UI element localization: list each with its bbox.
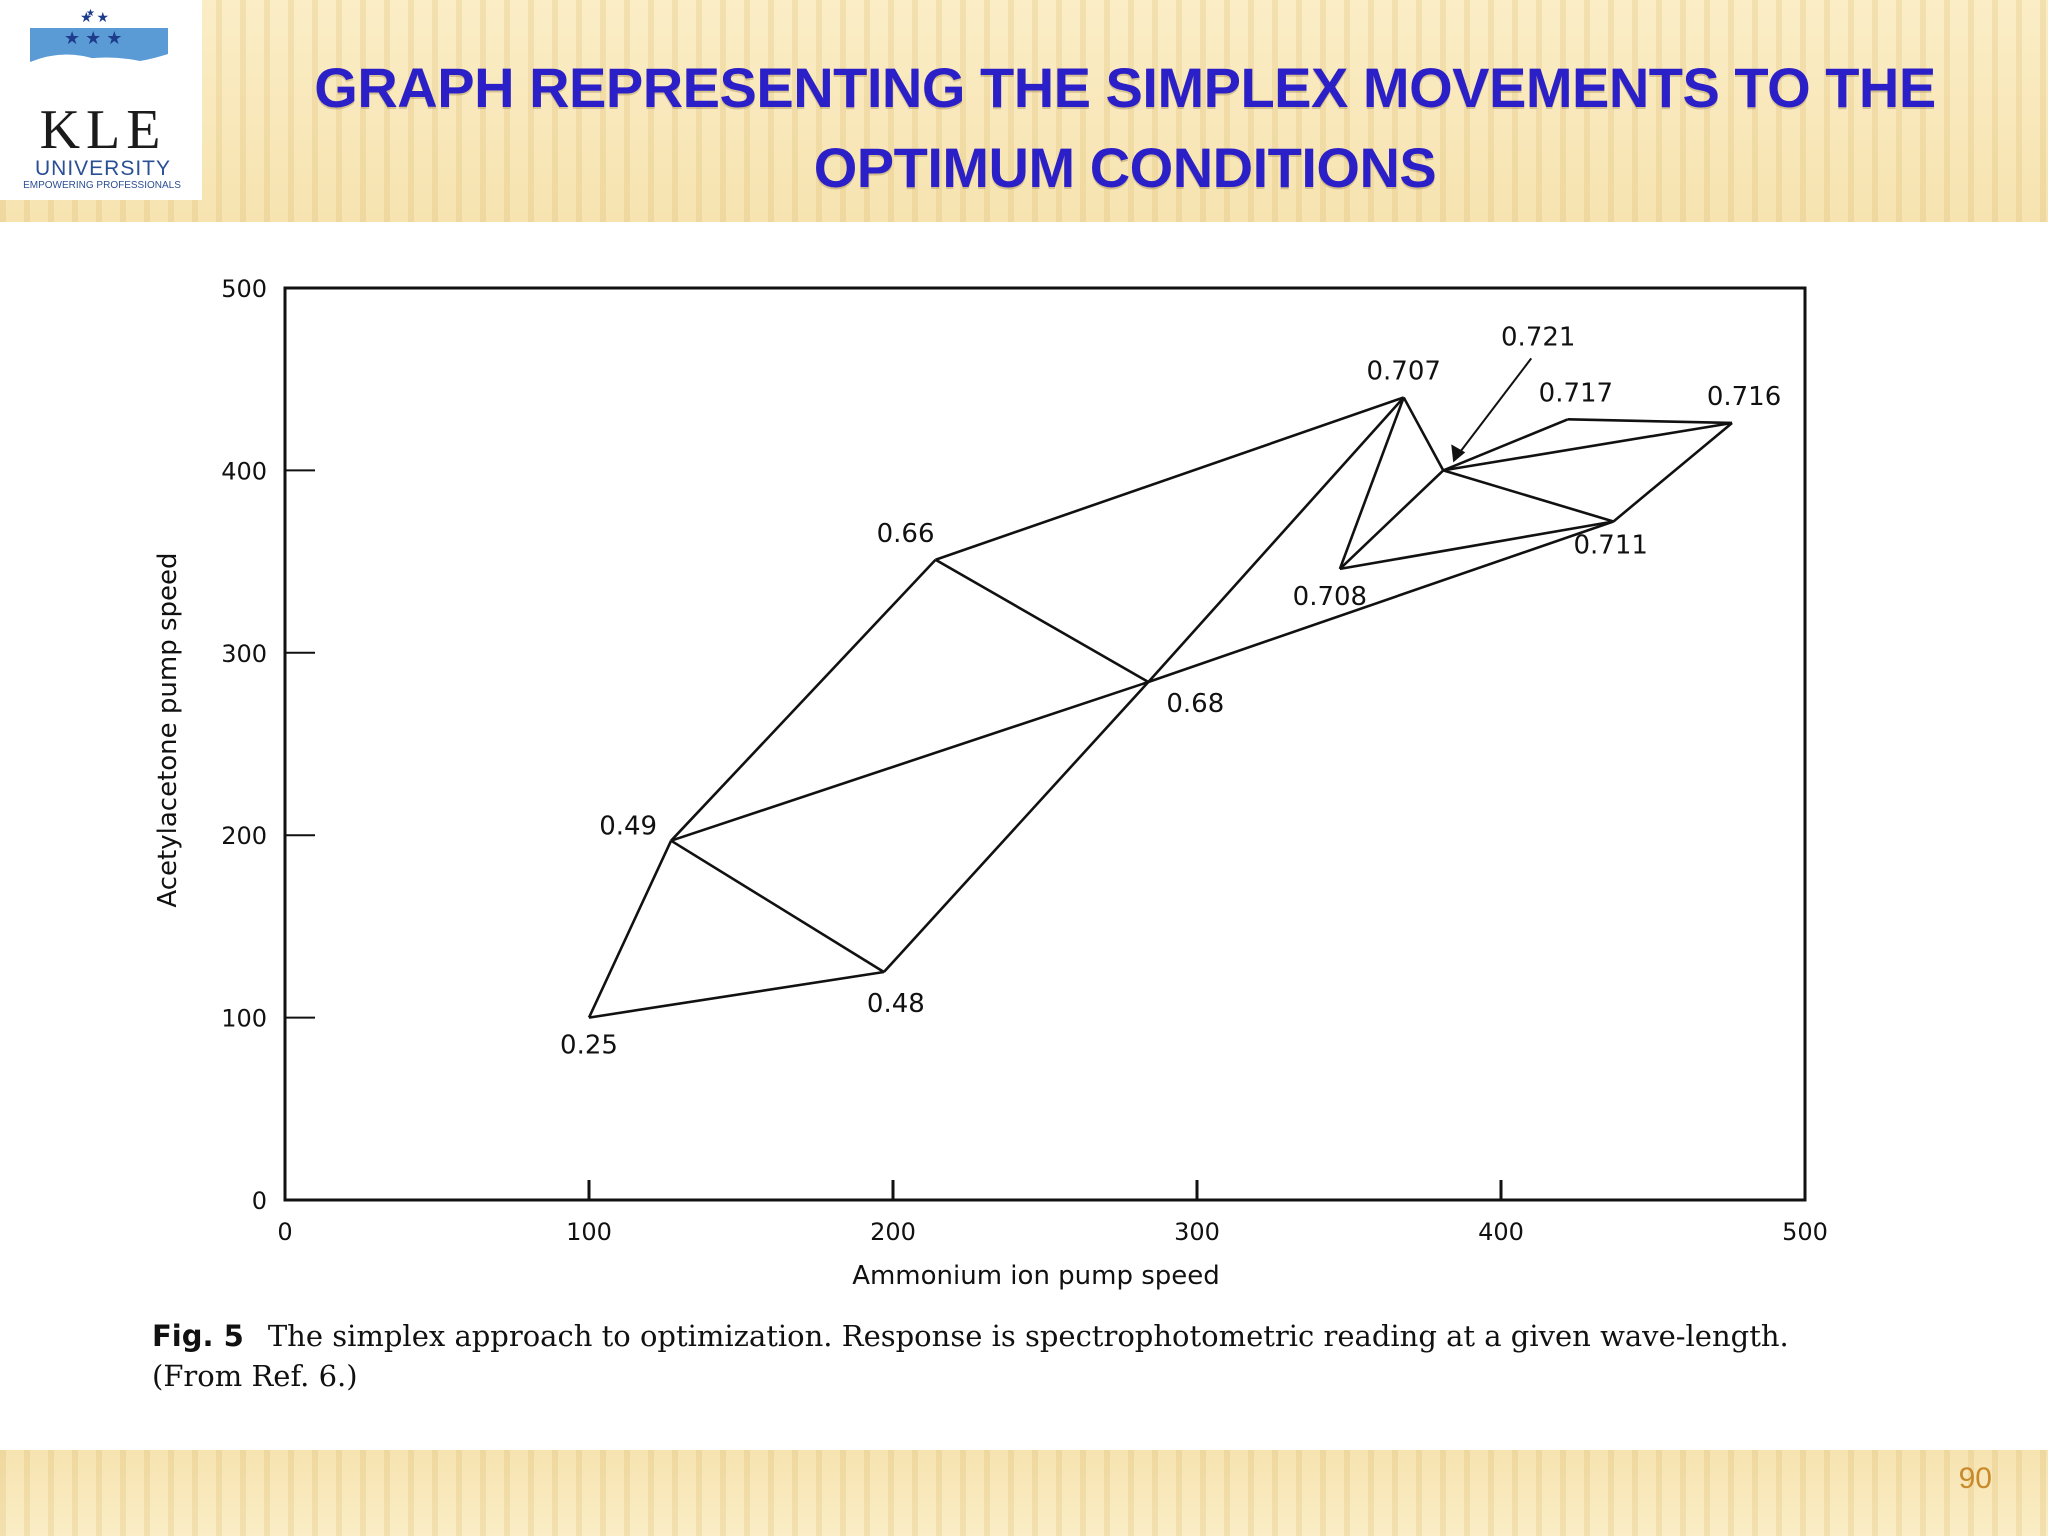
point-label: 0.66 bbox=[877, 519, 935, 549]
logo-tagline: EMPOWERING PROFESSIONALS bbox=[23, 180, 181, 191]
simplex-edges bbox=[587, 396, 1733, 1019]
y-axis-title: Acetylacetone pump speed bbox=[153, 552, 183, 907]
x-tick-label: 0 bbox=[277, 1218, 292, 1246]
slide-title-line1: GRAPH REPRESENTING THE SIMPLEX MOVEMENTS… bbox=[314, 56, 1936, 119]
slide-title-line2: OPTIMUM CONDITIONS bbox=[813, 136, 1437, 199]
simplex-edge bbox=[1567, 418, 1733, 425]
simplex-edge bbox=[934, 558, 1150, 684]
header-band bbox=[0, 0, 2048, 222]
svg-text:★ ★: ★ ★ bbox=[80, 9, 109, 25]
simplex-edge bbox=[1442, 418, 1569, 472]
x-tick-label: 200 bbox=[870, 1218, 916, 1246]
point-label: 0.707 bbox=[1367, 356, 1441, 386]
simplex-edge bbox=[670, 839, 885, 974]
y-tick-label: 500 bbox=[221, 275, 267, 303]
y-tick-label: 0 bbox=[252, 1187, 267, 1215]
footer-band bbox=[0, 1450, 2048, 1536]
svg-text:★ ★ ★: ★ ★ ★ bbox=[64, 28, 122, 48]
page-number: 90 bbox=[1958, 1462, 1992, 1495]
annotation-arrow bbox=[1454, 357, 1533, 460]
y-tick-label: 300 bbox=[221, 640, 267, 668]
simplex-edge bbox=[882, 681, 1150, 973]
point-label: 0.48 bbox=[867, 989, 925, 1019]
logo-wordmark: KLE bbox=[39, 99, 167, 161]
simplex-edge bbox=[1338, 396, 1405, 570]
hand-stars-icon: ★ ★ ★ ★ ★ ★ bbox=[30, 8, 168, 80]
point-label: 0.708 bbox=[1293, 582, 1367, 612]
point-label: 0.25 bbox=[560, 1031, 618, 1061]
simplex-edge bbox=[587, 840, 673, 1019]
plot-frame bbox=[283, 286, 1807, 1202]
x-tick-label: 500 bbox=[1782, 1218, 1828, 1246]
point-labels: 0.25 0.49 0.48 0.66 0.68 0.707 0.708 0.711 0.721… bbox=[560, 322, 1781, 1060]
y-tick-label: 100 bbox=[221, 1005, 267, 1033]
x-axis-title: Ammonium ion pump speed bbox=[852, 1261, 1220, 1291]
y-tick-label: 400 bbox=[221, 457, 267, 485]
point-label: 0.711 bbox=[1573, 530, 1647, 560]
point-label: 0.49 bbox=[599, 812, 657, 842]
simplex-edge bbox=[1338, 469, 1445, 570]
slide-title: GRAPH REPRESENTING THE SIMPLEX MOVEMENTS… bbox=[220, 48, 2030, 208]
simplex-edge bbox=[935, 396, 1405, 562]
x-tick-label: 100 bbox=[566, 1218, 612, 1246]
simplex-edge bbox=[670, 558, 937, 842]
logo-subtitle: UNIVERSITY bbox=[34, 157, 172, 180]
arrow-head bbox=[1451, 444, 1466, 463]
simplex-edge bbox=[670, 680, 1149, 842]
simplex-edge bbox=[1402, 396, 1445, 472]
point-label: 0.721 bbox=[1501, 322, 1575, 352]
simplex-edge bbox=[1443, 421, 1733, 472]
caption-fig-number: Fig. 5 bbox=[152, 1319, 244, 1353]
point-label: 0.68 bbox=[1166, 689, 1224, 719]
y-tick-label: 200 bbox=[221, 822, 267, 850]
simplex-edge bbox=[1339, 520, 1614, 571]
x-tick-label: 400 bbox=[1478, 1218, 1524, 1246]
x-tick-label: 300 bbox=[1174, 1218, 1220, 1246]
simplex-edge bbox=[1442, 469, 1614, 523]
axis-ticks: 0 100 200 300 400 500 0 100 200 300 400 500 bbox=[221, 275, 1828, 1246]
svg-text:★: ★ bbox=[86, 8, 95, 19]
simplex-edge bbox=[588, 970, 885, 1019]
university-logo: ★ ★ ★ ★ ★ ★ KLE UNIVERSITY EMPOWERING PR… bbox=[0, 0, 202, 200]
figure-caption: Fig. 5 The simplex approach to optimizati… bbox=[152, 1316, 1872, 1396]
simplex-edge bbox=[1147, 396, 1405, 683]
point-label: 0.716 bbox=[1707, 382, 1781, 412]
simplex-edge bbox=[1612, 421, 1733, 523]
caption-text: The simplex approach to optimization. Re… bbox=[152, 1319, 1789, 1393]
point-label: 0.717 bbox=[1539, 378, 1613, 408]
simplex-edge bbox=[1147, 520, 1614, 684]
